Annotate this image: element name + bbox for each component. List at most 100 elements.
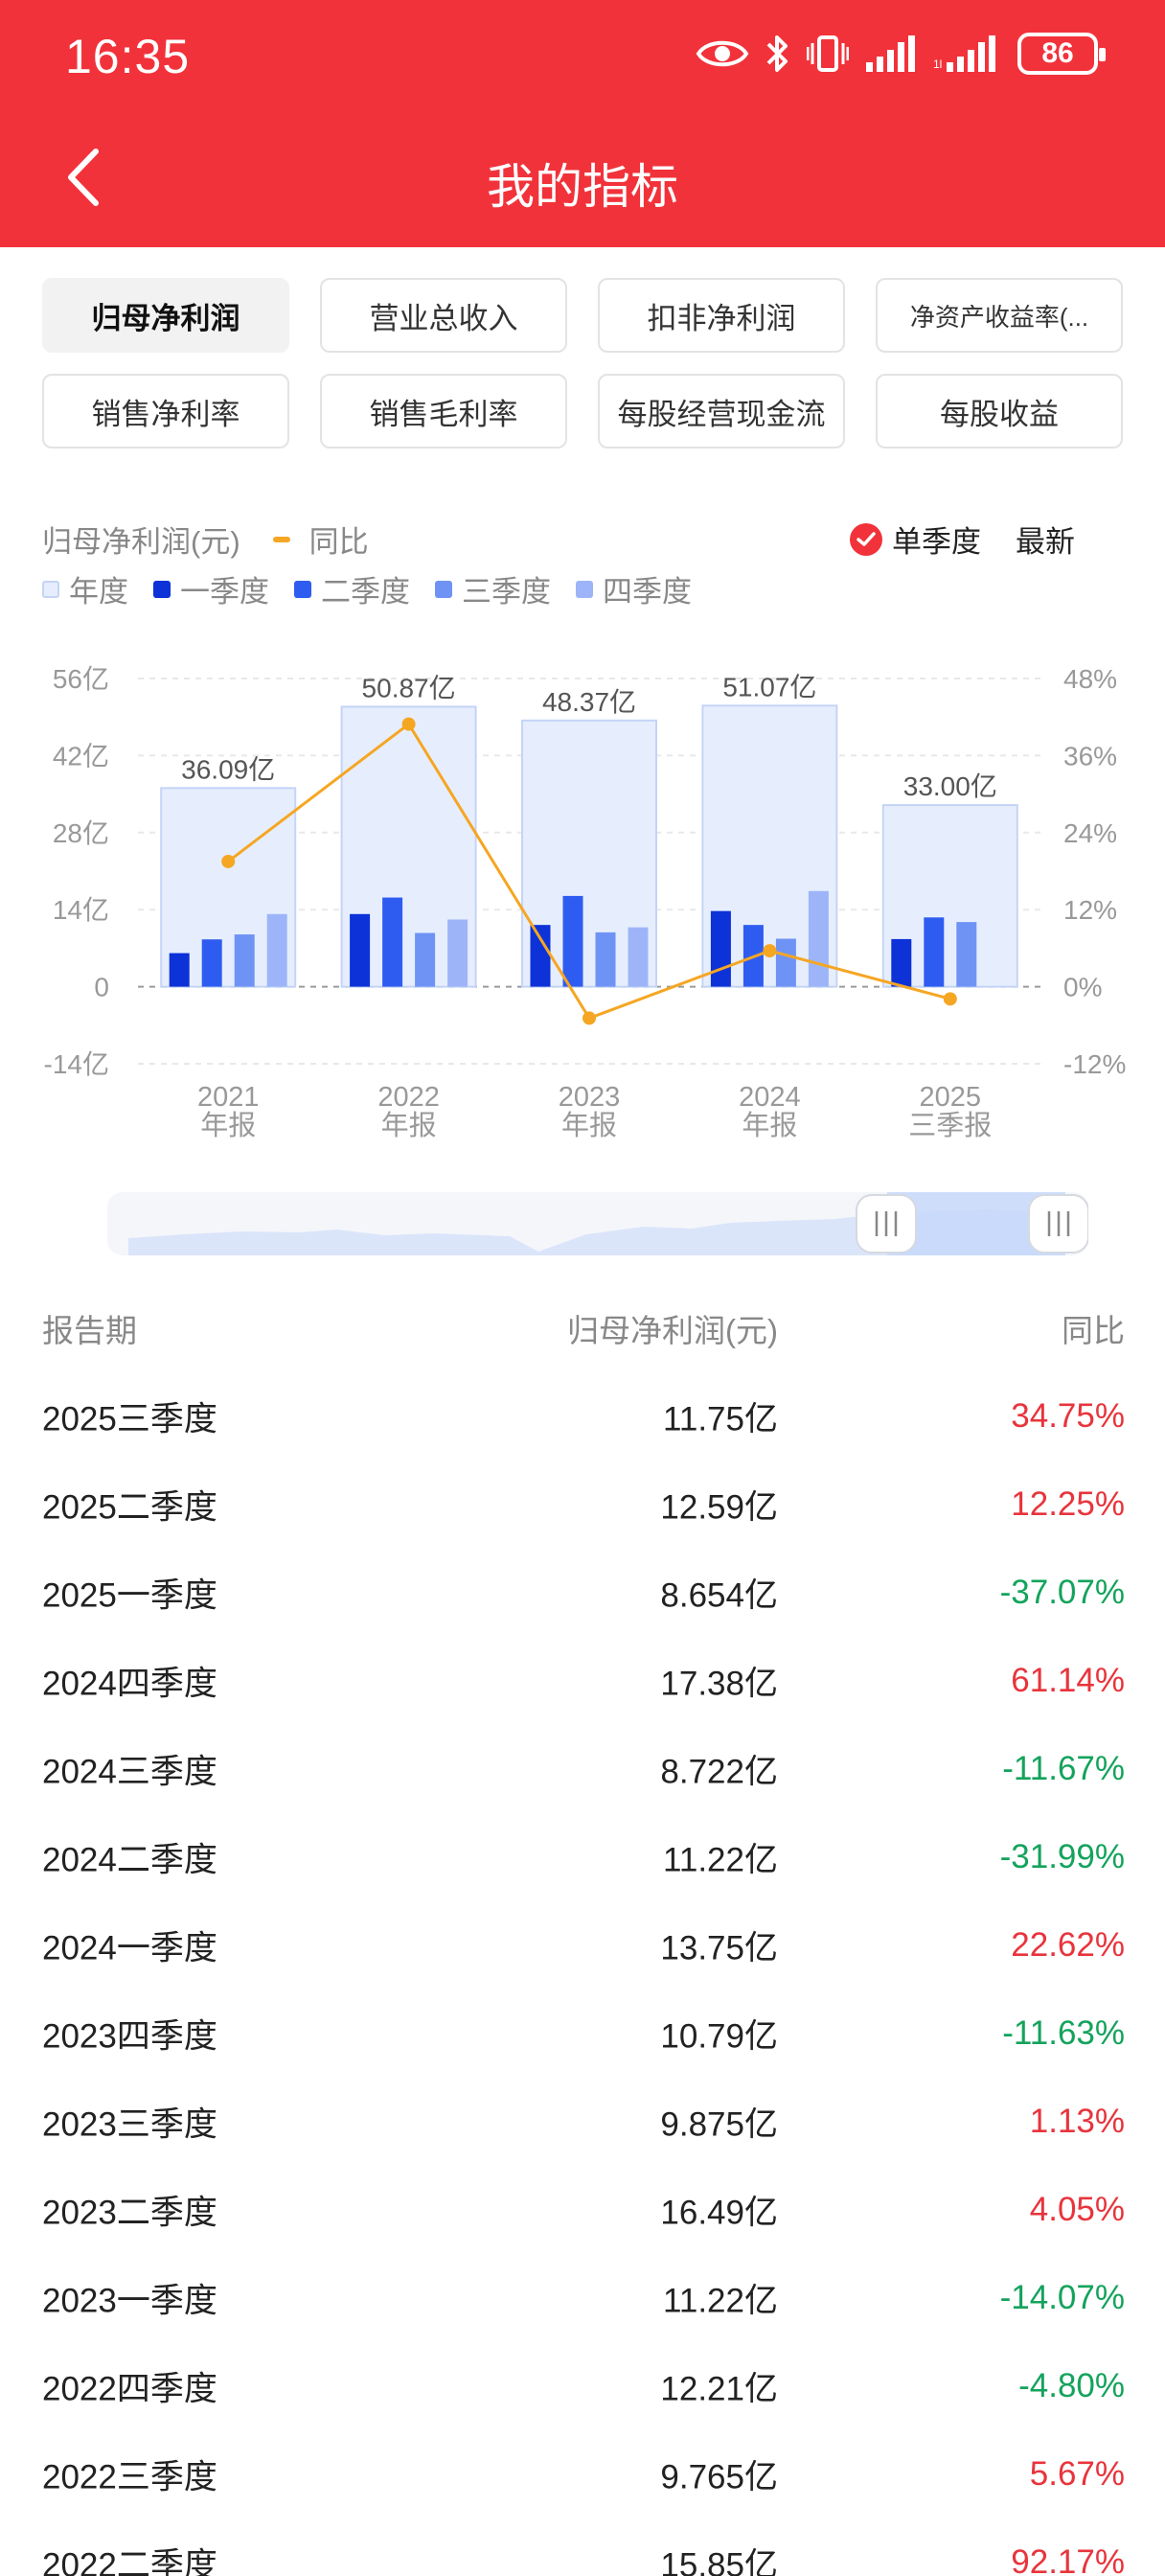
table-row[interactable]: 2025一季度 8.654亿 -37.07%	[0, 1549, 1165, 1637]
row-value: 11.75亿	[663, 1400, 778, 1438]
header-period: 报告期	[42, 1313, 137, 1348]
yoy-point	[401, 717, 416, 731]
square-swatch-icon	[153, 580, 171, 598]
quarter-bar-3	[415, 932, 436, 987]
tab-net-profit-attributable[interactable]: 归母净利润	[42, 278, 289, 353]
slider-handle-left[interactable]	[856, 1194, 917, 1254]
table-row[interactable]: 2025三季度 11.75亿 34.75%	[0, 1372, 1165, 1460]
row-period: 2024二季度	[42, 1841, 217, 1879]
row-period: 2022四季度	[42, 2370, 217, 2408]
legend-q1[interactable]: 一季度	[153, 567, 269, 610]
row-value: 8.722亿	[660, 1753, 778, 1791]
tab-net-margin[interactable]: 销售净利率	[42, 374, 289, 448]
tab-operating-cash-flow-per-share[interactable]: 每股经营现金流	[598, 374, 845, 448]
quarter-bar-2	[201, 939, 222, 987]
vibrate-icon	[807, 35, 849, 72]
quarter-bar-1	[710, 910, 731, 987]
row-value: 9.765亿	[660, 2458, 778, 2496]
table-row[interactable]: 2023四季度 10.79亿 -11.63%	[0, 1990, 1165, 2078]
table-row[interactable]: 2024一季度 13.75亿 22.62%	[0, 1901, 1165, 1990]
legend-q3[interactable]: 三季度	[435, 567, 551, 610]
row-value: 11.22亿	[663, 2282, 778, 2320]
table-row[interactable]: 2022三季度 9.765亿 5.67%	[0, 2430, 1165, 2518]
y-tick-label: 28亿	[53, 818, 109, 848]
tab-total-revenue[interactable]: 营业总收入	[320, 278, 567, 353]
y2-tick-label: 36%	[1063, 741, 1117, 770]
row-yoy: 61.14%	[1011, 1662, 1125, 1699]
row-yoy: 1.13%	[1029, 2103, 1125, 2140]
yoy-point	[221, 854, 236, 868]
tab-gross-margin[interactable]: 销售毛利率	[320, 374, 567, 448]
x-tick-label: 年报	[200, 1110, 256, 1141]
table-row[interactable]: 2024四季度 17.38亿 61.14%	[0, 1637, 1165, 1725]
range-slider[interactable]	[107, 1192, 1088, 1255]
signal-icon	[866, 35, 915, 72]
quarter-bar-1	[891, 938, 912, 987]
row-period: 2024四季度	[42, 1665, 217, 1703]
row-yoy: 4.05%	[1029, 2191, 1125, 2228]
yoy-point	[582, 1011, 596, 1025]
tab-deducted-net-profit[interactable]: 扣非净利润	[598, 278, 845, 353]
row-yoy: 92.17%	[1011, 2543, 1125, 2576]
status-icons: 1l 86	[696, 33, 1106, 75]
quarter-bar-2	[562, 895, 583, 987]
x-tick-label: 2025	[920, 1082, 982, 1113]
annual-data-label: 33.00亿	[903, 771, 997, 801]
row-yoy: -14.07%	[999, 2279, 1125, 2316]
table-body: 2025三季度 11.75亿 34.75% 2025二季度 12.59亿 12.25% 20…	[0, 1372, 1165, 2576]
quarter-bar-3	[775, 938, 796, 987]
row-yoy: -4.80%	[1018, 2367, 1125, 2404]
table-row[interactable]: 2024三季度 8.722亿 -11.67%	[0, 1725, 1165, 1813]
single-quarter-toggle[interactable]: 单季度	[850, 518, 981, 561]
quarter-bar-1	[530, 925, 551, 987]
x-tick-label: 年报	[561, 1110, 617, 1141]
row-period: 2023四季度	[42, 2017, 217, 2056]
table-row[interactable]: 2022二季度 15.85亿 92.17%	[0, 2518, 1165, 2576]
annual-data-label: 36.09亿	[181, 754, 275, 784]
x-tick-label: 年报	[381, 1110, 437, 1141]
table-header: 报告期 归母净利润(元) 同比	[0, 1284, 1165, 1372]
row-period: 2022三季度	[42, 2458, 217, 2496]
annual-data-label: 48.37亿	[542, 687, 636, 717]
chart-legend-top: 归母净利润(元) 同比	[42, 518, 369, 561]
y-tick-label: 42亿	[53, 741, 109, 770]
row-yoy: -37.07%	[999, 1574, 1125, 1611]
x-tick-label: 2023	[559, 1082, 621, 1113]
tab-eps[interactable]: 每股收益	[876, 374, 1123, 448]
table-row[interactable]: 2023二季度 16.49亿 4.05%	[0, 2166, 1165, 2254]
row-value: 13.75亿	[660, 1929, 778, 1967]
table-row[interactable]: 2024二季度 11.22亿 -31.99%	[0, 1813, 1165, 1901]
legend-q2[interactable]: 二季度	[294, 567, 410, 610]
eye-icon	[696, 40, 749, 67]
square-swatch-icon	[294, 580, 311, 598]
quarter-bar-4	[447, 919, 468, 987]
quarter-bar-1	[350, 913, 371, 987]
slider-handle-right[interactable]	[1028, 1194, 1088, 1254]
table-row[interactable]: 2023三季度 9.875亿 1.13%	[0, 2078, 1165, 2166]
row-value: 10.79亿	[660, 2017, 778, 2056]
y2-tick-label: 0%	[1063, 973, 1102, 1002]
latest-sort-button[interactable]: 最新	[1016, 525, 1075, 559]
row-value: 15.85亿	[660, 2546, 778, 2576]
chart-controls: 单季度 最新	[850, 518, 1075, 561]
back-button[interactable]	[57, 144, 115, 211]
line-swatch-icon	[272, 536, 290, 542]
battery-indicator: 86	[1017, 33, 1106, 75]
legend-annual[interactable]: 年度	[42, 567, 128, 610]
profit-chart: 56亿 48% 42亿 36% 28亿 24% 14亿 12% 0 0% -14亿 -12% 36.09…	[44, 664, 1127, 1141]
y2-tick-label: 24%	[1063, 818, 1117, 848]
table-row[interactable]: 2023一季度 11.22亿 -14.07%	[0, 2254, 1165, 2342]
row-value: 17.38亿	[660, 1665, 778, 1703]
quarter-bar-2	[382, 897, 403, 987]
y2-tick-label: -12%	[1063, 1049, 1126, 1079]
legend-q4[interactable]: 四季度	[576, 567, 692, 610]
battery-level: 86	[1041, 37, 1074, 69]
row-value: 16.49亿	[660, 2194, 778, 2232]
bluetooth-icon	[766, 35, 788, 72]
row-value: 11.22亿	[663, 1841, 778, 1879]
table-row[interactable]: 2022四季度 12.21亿 -4.80%	[0, 2342, 1165, 2430]
row-yoy: 5.67%	[1029, 2455, 1125, 2493]
row-value: 8.654亿	[660, 1576, 778, 1615]
tab-roe[interactable]: 净资产收益率(...	[876, 278, 1123, 353]
table-row[interactable]: 2025二季度 12.59亿 12.25%	[0, 1460, 1165, 1549]
